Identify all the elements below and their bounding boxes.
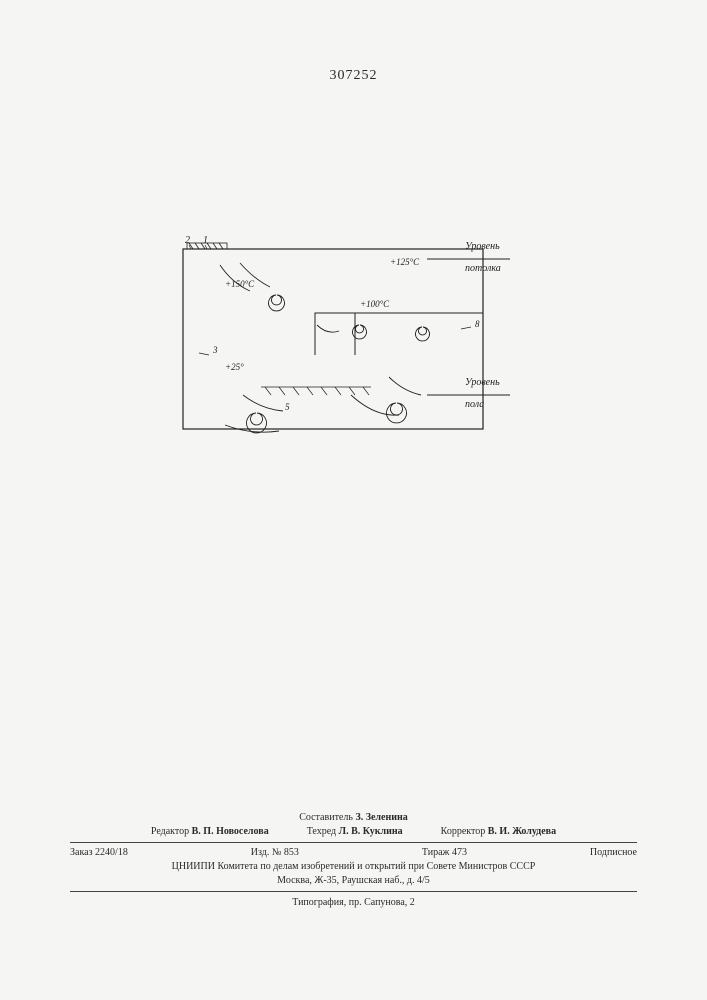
corr-label: Корректор <box>441 826 486 837</box>
compiler-name: З. Зеленина <box>355 812 407 823</box>
compiler-row: Составитель З. Зеленина <box>70 811 637 825</box>
temp-125: +125°С <box>390 257 420 267</box>
subscription: Подписное <box>590 846 637 860</box>
annotations: +150°С +125°С +100°С 3 +25° 8 5 <box>212 257 480 412</box>
print-run: Тираж 473 <box>422 846 467 860</box>
addr-row: Москва, Ж-35, Раушская наб., д. 4/5 <box>70 874 637 888</box>
inner-partition <box>315 313 483 355</box>
ceiling-label-1: Уровень <box>465 241 500 252</box>
callouts: 2 1 <box>185 235 208 246</box>
colophon: Составитель З. Зеленина Редактор В. П. Н… <box>70 811 637 910</box>
ref-3: 3 <box>212 345 218 355</box>
editor-name: В. П. Новоселова <box>192 826 269 837</box>
temp-150: +150°С <box>225 279 255 289</box>
org-name: ЦНИИПИ Комитета по делам изобретений и о… <box>172 860 536 874</box>
figure-svg: 2 1 +150°С +125°С +100°С 3 +25° 8 5 Уров… <box>165 235 510 455</box>
order-number: Заказ 2240/18 <box>70 846 128 860</box>
level-lines <box>427 259 510 395</box>
compiler-label: Составитель <box>299 812 353 823</box>
rule-2 <box>70 891 637 892</box>
leaders <box>189 245 471 355</box>
ref-8: 8 <box>475 319 480 329</box>
floor-label-2: пола <box>465 399 484 410</box>
tech-name: Л. В. Куклина <box>339 826 403 837</box>
edition-number: Изд. № 853 <box>251 846 299 860</box>
corr-name: В. И. Жолудева <box>488 826 556 837</box>
temp-100: +100°С <box>360 299 390 309</box>
outer-box <box>183 249 483 429</box>
org-row: ЦНИИПИ Комитета по делам изобретений и о… <box>70 860 637 874</box>
temp-25: +25° <box>225 362 244 372</box>
callout-2: 2 <box>185 235 190 246</box>
ref-5: 5 <box>285 402 290 412</box>
typography: Типография, пр. Сапунова, 2 <box>70 896 637 910</box>
ceiling-label-2: потолка <box>465 263 501 274</box>
figure: 2 1 +150°С +125°С +100°С 3 +25° 8 5 Уров… <box>165 235 510 455</box>
rule-1 <box>70 842 637 843</box>
floor-hatch <box>261 387 371 395</box>
meta-row: Заказ 2240/18 Изд. № 853 Тираж 473 Подпи… <box>70 846 637 860</box>
patent-number: 307252 <box>0 68 707 84</box>
tech-label: Техред <box>307 826 336 837</box>
flow-spirals <box>247 295 430 433</box>
org-address: Москва, Ж-35, Раушская наб., д. 4/5 <box>277 874 430 888</box>
page: 307252 <box>0 0 707 1000</box>
floor-label-1: Уровень <box>465 377 500 388</box>
callout-1: 1 <box>203 235 208 246</box>
credits-row: Редактор В. П. Новоселова Техред Л. В. К… <box>70 825 637 839</box>
editor-label: Редактор <box>151 826 189 837</box>
